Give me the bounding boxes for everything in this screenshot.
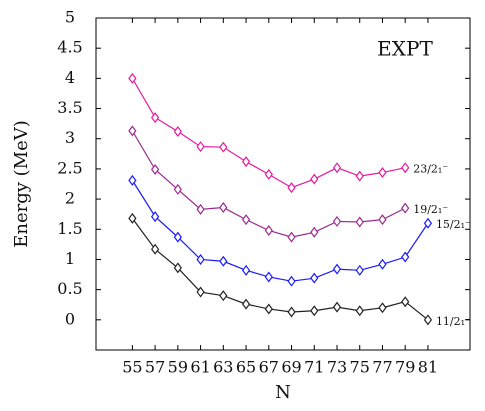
y-tick-label: 0 <box>65 309 75 328</box>
y-tick-label: 2 <box>65 189 75 208</box>
marker <box>128 212 137 224</box>
x-tick-label: 59 <box>168 358 188 377</box>
marker <box>401 296 410 308</box>
marker <box>355 216 364 228</box>
marker <box>355 305 364 317</box>
series-label: 11/2₁⁻ <box>436 315 471 328</box>
marker <box>241 214 251 226</box>
marker <box>196 203 205 215</box>
y-tick-label: 4 <box>65 68 75 87</box>
marker <box>287 275 296 287</box>
y-axis-label: Energy (MeV) <box>11 120 32 248</box>
x-tick-label: 57 <box>145 358 165 377</box>
marker <box>241 264 251 276</box>
y-tick-label: 3 <box>65 128 75 147</box>
marker <box>128 125 137 137</box>
series-label: 23/2₁⁻ <box>413 163 448 176</box>
marker <box>310 305 319 317</box>
marker <box>128 174 137 186</box>
marker <box>173 125 182 137</box>
marker <box>355 264 364 276</box>
marker <box>173 262 182 274</box>
marker <box>196 286 205 298</box>
series-line <box>131 130 406 238</box>
x-tick-label: 63 <box>213 358 233 377</box>
x-tick-label: 79 <box>395 358 415 377</box>
marker <box>219 290 228 302</box>
marker <box>332 301 342 313</box>
marker <box>241 298 251 310</box>
x-tick-label: 55 <box>122 358 142 377</box>
marker <box>310 226 319 238</box>
marker <box>150 243 160 255</box>
marker <box>264 271 273 283</box>
marker <box>219 255 228 267</box>
marker <box>378 167 387 179</box>
x-tick-label: 75 <box>350 358 370 377</box>
marker <box>241 156 251 168</box>
marker <box>332 215 342 227</box>
marker <box>264 224 273 236</box>
x-tick-label: 65 <box>236 358 256 377</box>
marker <box>355 170 364 182</box>
x-tick-label: 77 <box>372 358 392 377</box>
marker <box>332 162 342 174</box>
y-tick-label: 1 <box>65 249 75 268</box>
marker <box>264 168 273 180</box>
marker <box>264 303 273 315</box>
marker <box>401 251 410 263</box>
series-line <box>131 218 429 321</box>
marker <box>332 263 342 275</box>
marker <box>401 202 410 214</box>
marker <box>128 72 137 84</box>
y-tick-label: 0.5 <box>57 279 82 298</box>
marker <box>150 164 160 176</box>
marker <box>219 141 228 153</box>
x-tick-label: 73 <box>327 358 347 377</box>
y-tick-label: 1.5 <box>57 219 82 238</box>
marker <box>423 314 433 326</box>
x-tick-label: 61 <box>190 358 210 377</box>
x-tick-label: 71 <box>304 358 324 377</box>
series-label: 19/2₁⁻ <box>413 203 448 216</box>
x-tick-label: 69 <box>281 358 301 377</box>
marker <box>287 306 296 318</box>
marker <box>310 272 319 284</box>
y-tick-label: 5 <box>65 8 75 27</box>
marker <box>287 182 296 194</box>
y-tick-label: 2.5 <box>57 158 82 177</box>
series-label: 15/2₁⁻ <box>436 218 471 231</box>
marker <box>401 162 410 174</box>
marker <box>423 217 433 229</box>
marker <box>287 231 296 243</box>
marker <box>196 253 205 265</box>
x-tick-label: 67 <box>259 358 279 377</box>
y-tick-label: 3.5 <box>57 98 82 117</box>
marker <box>196 141 205 153</box>
annotation: EXPT <box>377 37 433 61</box>
marker <box>173 231 182 243</box>
marker <box>378 258 387 270</box>
marker <box>310 173 319 185</box>
x-tick-label: 81 <box>418 358 438 377</box>
marker <box>150 112 160 124</box>
series-line <box>131 180 429 282</box>
plot-frame <box>95 17 471 351</box>
marker <box>173 183 182 195</box>
marker <box>219 202 228 214</box>
marker <box>150 211 160 223</box>
y-tick-label: 4.5 <box>57 38 82 57</box>
x-axis-label: N <box>275 382 291 403</box>
marker <box>378 302 387 314</box>
marker <box>378 214 387 226</box>
